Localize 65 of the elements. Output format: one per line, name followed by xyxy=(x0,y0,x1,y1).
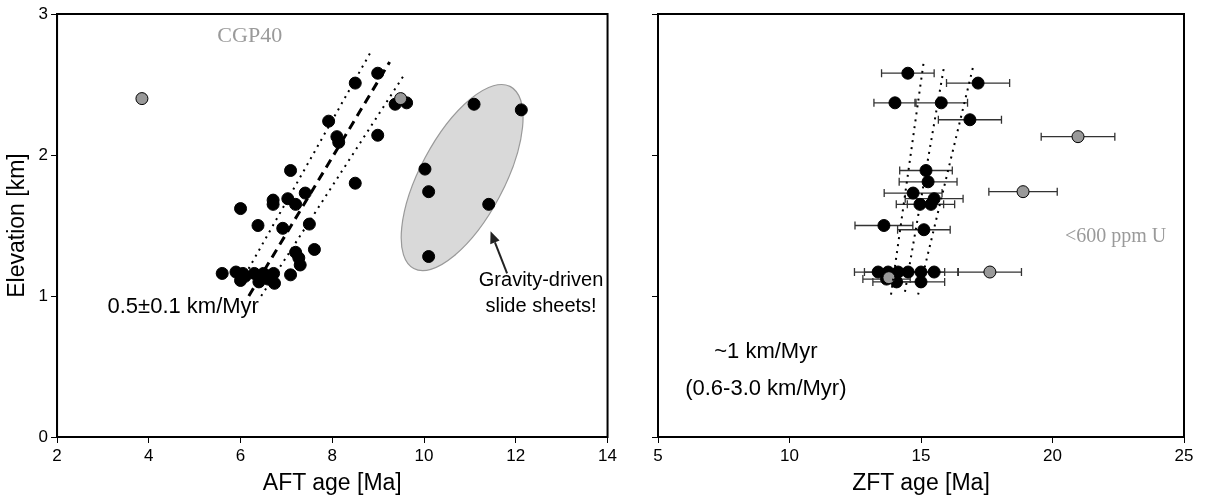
point xyxy=(906,186,920,200)
annotation: ~1 km/Myr xyxy=(714,338,818,364)
annotation: (0.6-3.0 km/Myr) xyxy=(685,375,847,401)
point xyxy=(215,266,229,280)
point xyxy=(971,76,985,90)
point xyxy=(418,162,432,176)
point xyxy=(1016,185,1030,199)
annotation: 0.5±0.1 km/Myr xyxy=(107,293,259,319)
point xyxy=(901,265,915,279)
x-tick-label: 4 xyxy=(144,445,154,465)
point xyxy=(302,217,316,231)
point xyxy=(284,268,298,282)
x-tick-label: 12 xyxy=(506,445,526,465)
point xyxy=(251,219,265,232)
point xyxy=(963,113,977,127)
annotation: Gravity-driven slide sheets! xyxy=(478,267,604,316)
y-axis-title: Elevation [km] xyxy=(3,153,30,298)
point xyxy=(514,103,528,117)
y-tick-label: 0 xyxy=(38,426,49,446)
point xyxy=(467,97,481,111)
point xyxy=(914,275,928,289)
point xyxy=(276,221,290,235)
point xyxy=(934,96,948,110)
point xyxy=(371,128,385,142)
point xyxy=(284,164,298,178)
point xyxy=(394,92,408,106)
point xyxy=(877,219,891,232)
point xyxy=(901,66,915,80)
point xyxy=(927,265,941,279)
point xyxy=(924,197,938,211)
y-tick-label: 3 xyxy=(38,3,49,23)
x-tick-label: 2 xyxy=(52,445,62,465)
x-tick-label: 14 xyxy=(598,445,618,465)
point xyxy=(1071,130,1085,144)
x-tick-label: 8 xyxy=(327,445,338,465)
y-tick-label: 2 xyxy=(38,144,49,164)
point xyxy=(422,250,436,264)
x-axis-title: ZFT age [Ma] xyxy=(852,468,990,495)
point xyxy=(307,242,321,256)
y-tick-label: 1 xyxy=(38,285,49,305)
x-tick-label: 25 xyxy=(1174,445,1194,465)
point xyxy=(482,197,496,211)
x-tick-label: 15 xyxy=(911,445,931,465)
point xyxy=(348,176,362,190)
x-axis-title: AFT age [Ma] xyxy=(262,468,402,495)
point xyxy=(289,197,303,211)
x-tick-label: 5 xyxy=(653,445,663,465)
point xyxy=(888,96,902,110)
point xyxy=(921,175,935,189)
point xyxy=(234,202,248,216)
point xyxy=(917,223,931,237)
annotation: <600 ppm U xyxy=(1064,224,1167,248)
x-tick-label: 6 xyxy=(235,445,246,465)
x-tick-label: 20 xyxy=(1043,445,1062,465)
annotation: CGP40 xyxy=(217,22,283,48)
point xyxy=(293,258,307,272)
point xyxy=(268,276,281,290)
x-tick-label: 10 xyxy=(780,445,799,465)
point xyxy=(298,186,312,200)
point xyxy=(322,114,336,128)
x-tick-label: 10 xyxy=(414,445,434,465)
point xyxy=(135,92,149,106)
point xyxy=(983,265,997,279)
point xyxy=(422,185,436,199)
point xyxy=(348,76,362,90)
